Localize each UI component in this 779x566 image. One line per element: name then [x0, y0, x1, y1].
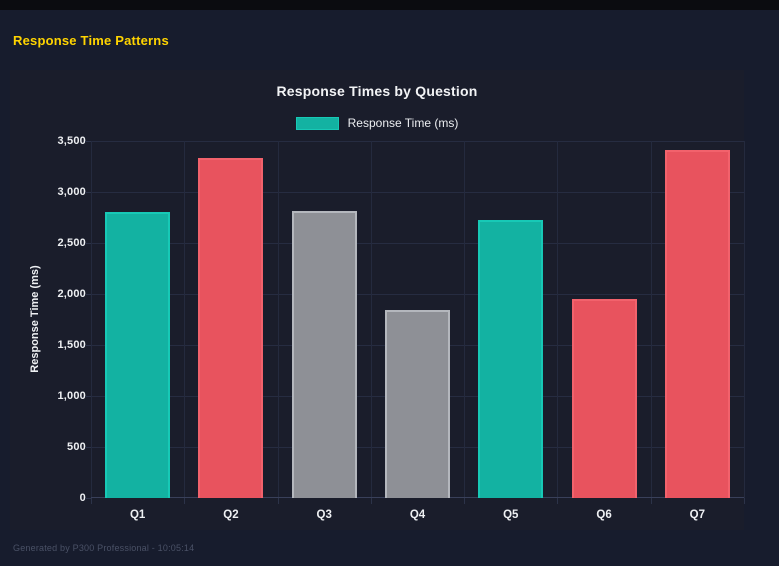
y-tick-label: 3,500	[57, 135, 86, 147]
bar-q6[interactable]	[571, 299, 637, 498]
bar-q1[interactable]	[105, 212, 171, 498]
x-label-q2: Q2	[223, 509, 239, 521]
gridline	[277, 141, 279, 498]
y-tick-label: 500	[67, 441, 86, 453]
x-tick-mark	[557, 498, 559, 504]
gridline	[91, 294, 744, 295]
gridline	[464, 141, 466, 498]
x-tick-mark	[277, 498, 279, 504]
y-tick-label: 2,000	[57, 288, 86, 300]
gridline	[91, 141, 92, 498]
y-tick-label: 1,000	[57, 390, 86, 402]
section-heading: Response Time Patterns	[13, 33, 169, 48]
y-tick-mark	[85, 345, 91, 346]
x-label-q7: Q7	[689, 509, 706, 521]
chart-canvas: Response Times by Question Response Time…	[10, 70, 745, 530]
x-label-q4: Q4	[409, 509, 426, 521]
x-label-q5: Q5	[503, 509, 519, 521]
x-tick-mark	[650, 498, 652, 504]
x-label-q3: Q3	[316, 509, 332, 521]
chart-legend[interactable]: Response Time (ms)	[10, 116, 744, 130]
gridline	[91, 141, 744, 142]
x-tick-mark	[744, 498, 745, 504]
y-tick-label: 0	[79, 492, 86, 504]
x-label-q6: Q6	[596, 509, 612, 521]
gridline	[744, 141, 745, 498]
x-tick-mark	[91, 498, 92, 504]
y-tick-mark	[85, 141, 91, 142]
y-tick-mark	[85, 243, 91, 244]
legend-swatch-icon	[295, 116, 339, 130]
x-tick-mark	[370, 498, 372, 504]
y-tick-label: 2,500	[57, 237, 86, 249]
y-tick-mark	[85, 396, 91, 397]
x-label-q1: Q1	[129, 509, 146, 521]
gridline	[370, 141, 372, 498]
y-tick-mark	[85, 447, 91, 448]
bar-q5[interactable]	[478, 219, 544, 498]
y-tick-label: 1,500	[57, 339, 86, 351]
bar-q2[interactable]	[198, 158, 264, 498]
gridline	[557, 141, 559, 498]
y-axis-ticks: 0 500 1,000 1,500 2,000 2,500 3,000 3,500	[10, 135, 86, 504]
chart-title: Response Times by Question	[276, 83, 478, 99]
y-tick-mark	[85, 294, 91, 295]
gridline	[91, 192, 744, 193]
legend-label: Response Time (ms)	[347, 116, 459, 130]
y-tick-mark	[85, 192, 91, 193]
x-tick-mark	[184, 498, 186, 504]
gridline	[650, 141, 652, 498]
gridline	[184, 141, 186, 498]
x-axis-labels: Q1 Q2 Q3 Q4 Q5 Q6 Q7	[91, 509, 744, 525]
bar-q7[interactable]	[664, 150, 730, 498]
bar-q4[interactable]	[385, 310, 450, 498]
window-top-strip	[0, 0, 779, 10]
x-tick-mark	[464, 498, 466, 504]
y-tick-mark	[85, 498, 91, 499]
generated-by-caption: Generated by P300 Professional - 10:05:1…	[13, 543, 195, 553]
bar-q3[interactable]	[291, 211, 357, 498]
y-tick-label: 3,000	[57, 186, 86, 198]
gridline	[91, 243, 744, 244]
plot-area	[85, 141, 745, 504]
